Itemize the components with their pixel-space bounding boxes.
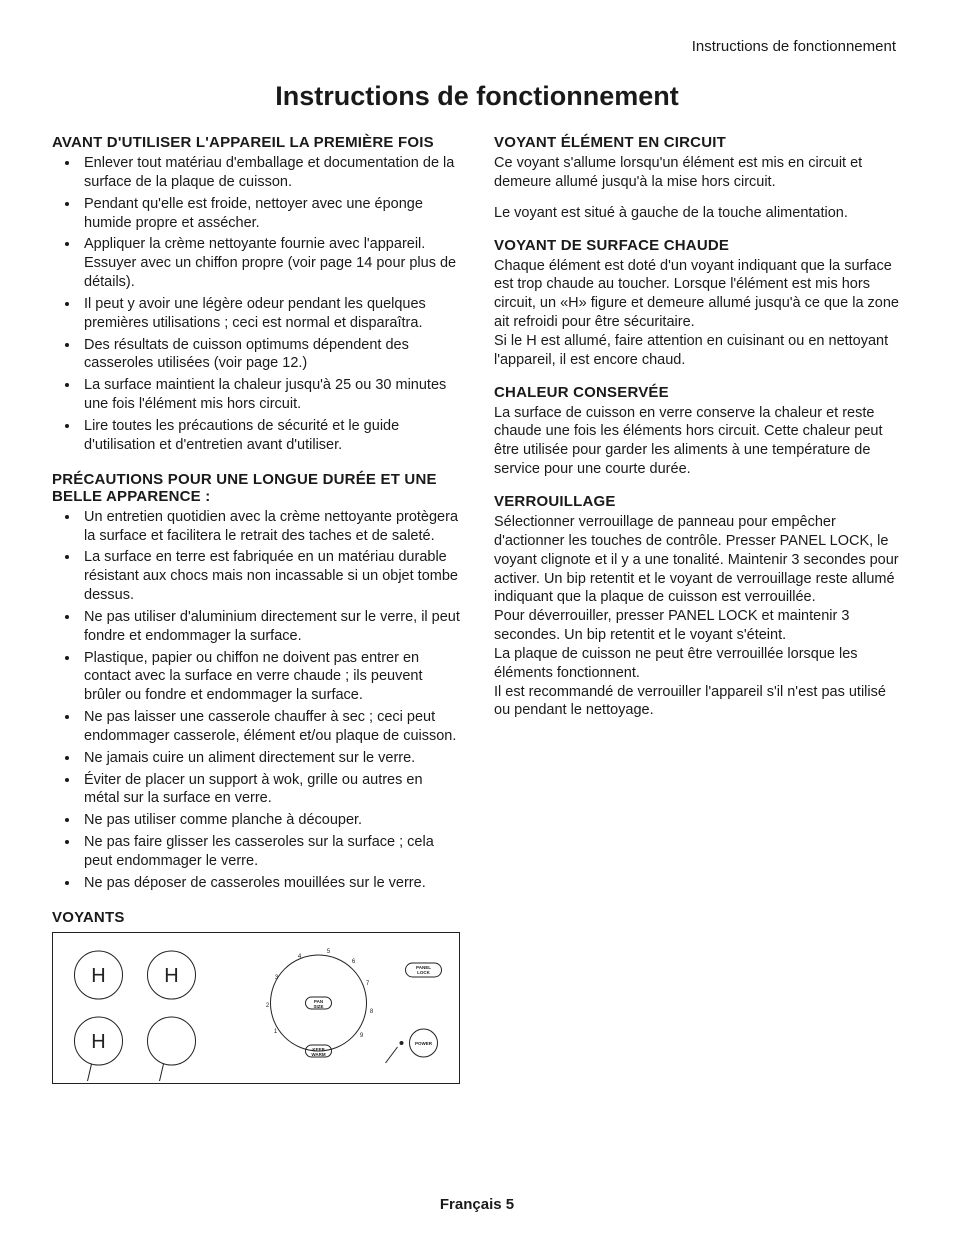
list-item: Un entretien quotidien avec la crème net… (80, 508, 460, 546)
section-heading: VOYANT ÉLÉMENT EN CIRCUIT (494, 134, 902, 151)
section-heading: VOYANT DE SURFACE CHAUDE (494, 237, 902, 254)
body-text: Sélectionner verrouillage de panneau pou… (494, 513, 902, 607)
document-page: Instructions de fonctionnement Instructi… (0, 0, 954, 1235)
list-item: Lire toutes les précautions de sécurité … (80, 417, 460, 455)
section-heading: AVANT D'UTILISER L'APPAREIL LA PREMIÈRE … (52, 134, 460, 151)
body-text: Si le H est allumé, faire attention en c… (494, 332, 902, 370)
list-item: Ne pas laisser une casserole chauffer à … (80, 708, 460, 746)
section-heading: VOYANTS (52, 909, 460, 926)
list-item: Plastique, papier ou chiffon ne doivent … (80, 649, 460, 706)
section-voyants: VOYANTS H H H 1 (52, 909, 460, 1084)
body-text: Le voyant est situé à gauche de la touch… (494, 204, 902, 223)
keep-warm-label: WARM (311, 1052, 325, 1057)
list-item: Ne pas utiliser d'aluminium directement … (80, 608, 460, 646)
h-label: H (91, 965, 105, 987)
dial-number: 5 (327, 949, 331, 955)
list-item: Ne pas déposer de casseroles mouillées s… (80, 874, 460, 893)
section-heading: VERROUILLAGE (494, 493, 902, 510)
dial-number: 1 (274, 1029, 278, 1035)
body-text: Pour déverrouiller, presser PANEL LOCK e… (494, 607, 902, 645)
list-item: Éviter de placer un support à wok, grill… (80, 771, 460, 809)
section-precautions: PRÉCAUTIONS POUR UNE LONGUE DURÉE ET UNE… (52, 471, 460, 893)
list-item: Appliquer la crème nettoyante fournie av… (80, 235, 460, 292)
section-heading: PRÉCAUTIONS POUR UNE LONGUE DURÉE ET UNE… (52, 471, 460, 505)
panel-lock-label: LOCK (417, 970, 430, 975)
section-chaleur: CHALEUR CONSERVÉE La surface de cuisson … (494, 384, 902, 479)
body-text: Chaque élément est doté d'un voyant indi… (494, 257, 902, 332)
cooktop-diagram: H H H 1 2 3 4 5 (52, 932, 460, 1084)
body-text: Il est recommandé de verrouiller l'appar… (494, 683, 902, 721)
h-label: H (164, 965, 178, 987)
list-item: Il peut y avoir une légère odeur pendant… (80, 295, 460, 333)
list-item: Ne jamais cuire un aliment directement s… (80, 749, 460, 768)
running-header: Instructions de fonctionnement (52, 38, 902, 55)
dial-number: 9 (360, 1033, 364, 1039)
list-item: Ne pas faire glisser les casseroles sur … (80, 833, 460, 871)
bullet-list: Un entretien quotidien avec la crème net… (52, 508, 460, 893)
power-label: POWER (415, 1041, 433, 1046)
dial-number: 6 (352, 959, 356, 965)
h-label: H (91, 1031, 105, 1053)
list-item: Enlever tout matériau d'emballage et doc… (80, 154, 460, 192)
section-heading: CHALEUR CONSERVÉE (494, 384, 902, 401)
body-text: La surface de cuisson en verre conserve … (494, 404, 902, 479)
two-column-layout: AVANT D'UTILISER L'APPAREIL LA PREMIÈRE … (52, 134, 902, 1114)
list-item: La surface en terre est fabriquée en un … (80, 548, 460, 605)
page-footer: Français 5 (0, 1196, 954, 1213)
list-item: Des résultats de cuisson optimums dépend… (80, 336, 460, 374)
section-voyant-chaude: VOYANT DE SURFACE CHAUDE Chaque élément … (494, 237, 902, 370)
page-title: Instructions de fonctionnement (52, 81, 902, 112)
pan-size-label: SIZE (313, 1004, 323, 1009)
dial-number: 8 (370, 1009, 374, 1015)
list-item: Ne pas utiliser comme planche à découper… (80, 811, 460, 830)
bullet-list: Enlever tout matériau d'emballage et doc… (52, 154, 460, 455)
list-item: Pendant qu'elle est froide, nettoyer ave… (80, 195, 460, 233)
section-voyant-circuit: VOYANT ÉLÉMENT EN CIRCUIT Ce voyant s'al… (494, 134, 902, 223)
dial-number: 7 (366, 981, 370, 987)
dial-number: 4 (298, 954, 302, 960)
list-item: La surface maintient la chaleur jusqu'à … (80, 376, 460, 414)
body-text: La plaque de cuisson ne peut être verrou… (494, 645, 902, 683)
dial-number: 2 (266, 1003, 270, 1009)
dial-group: 1 2 3 4 5 6 7 8 9 PAN SIZE (266, 949, 374, 1057)
cooktop-svg: H H H 1 2 3 4 5 (53, 933, 459, 1083)
dial-number: 3 (275, 975, 279, 981)
section-before-first-use: AVANT D'UTILISER L'APPAREIL LA PREMIÈRE … (52, 134, 460, 455)
body-text: Ce voyant s'allume lorsqu'un élément est… (494, 154, 902, 192)
section-verrouillage: VERROUILLAGE Sélectionner verrouillage d… (494, 493, 902, 720)
